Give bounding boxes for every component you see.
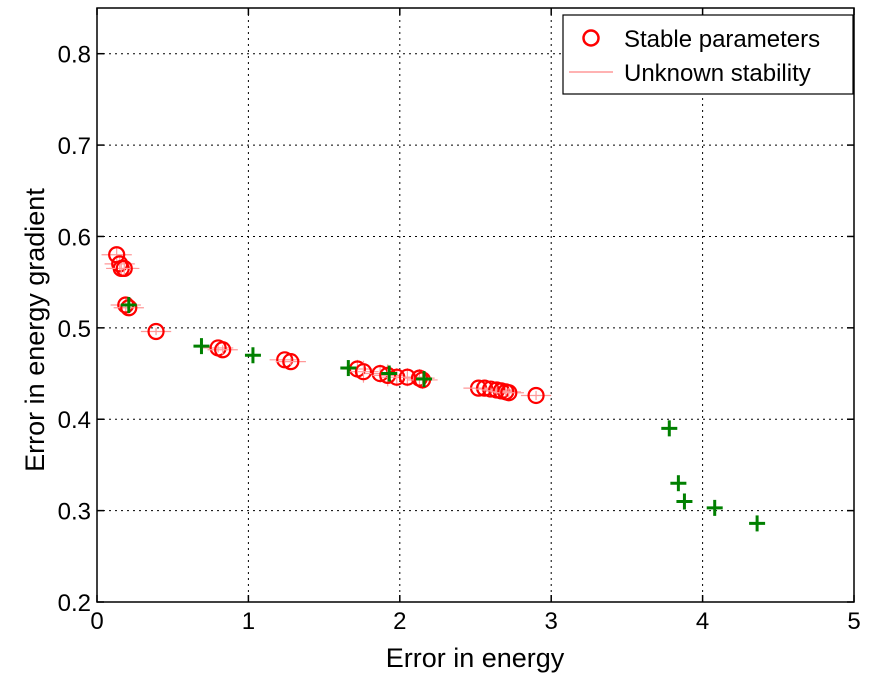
y-tick-label: 0.8 bbox=[58, 42, 91, 69]
stable-point bbox=[214, 341, 232, 359]
grid-lines bbox=[96, 8, 855, 603]
y-tick-label: 0.5 bbox=[58, 316, 91, 343]
x-tick-label: 2 bbox=[393, 608, 406, 635]
stable-point bbox=[500, 384, 518, 402]
legend-label-stable: Stable parameters bbox=[624, 26, 820, 53]
legend-label-unknown: Unknown stability bbox=[624, 60, 811, 87]
x-axis-label: Error in energy bbox=[386, 643, 565, 673]
data-series bbox=[101, 246, 766, 532]
stable-point bbox=[475, 379, 494, 397]
x-tick-label: 1 bbox=[242, 608, 255, 635]
stable-point bbox=[147, 322, 165, 341]
legend-box bbox=[562, 14, 854, 95]
y-tick-label: 0.2 bbox=[58, 590, 91, 617]
y-tick-label: 0.4 bbox=[58, 407, 91, 434]
stable-point bbox=[379, 366, 397, 384]
y-tick-label: 0.7 bbox=[58, 133, 91, 160]
x-tick-label: 5 bbox=[847, 608, 860, 635]
stable-point bbox=[527, 386, 545, 405]
y-tick-label: 0.6 bbox=[58, 224, 91, 251]
stable-point bbox=[354, 363, 373, 381]
plot-frame bbox=[96, 7, 855, 603]
legend: Stable parameters Unknown stability bbox=[562, 14, 854, 95]
stable-point bbox=[115, 259, 133, 278]
y-tick-label: 0.3 bbox=[58, 499, 91, 526]
stable-point bbox=[282, 353, 300, 371]
x-tick-label: 0 bbox=[90, 608, 103, 635]
legend-circle-marker bbox=[582, 29, 600, 47]
x-tick-label: 3 bbox=[545, 608, 558, 635]
y-axis-label: Error in energy gradient bbox=[20, 188, 50, 472]
axis-ticks: 0 1 2 3 4 5 0.2 0.3 0.4 0.5 0.6 0.7 0.8 bbox=[58, 8, 861, 635]
x-tick-label: 4 bbox=[696, 608, 709, 635]
